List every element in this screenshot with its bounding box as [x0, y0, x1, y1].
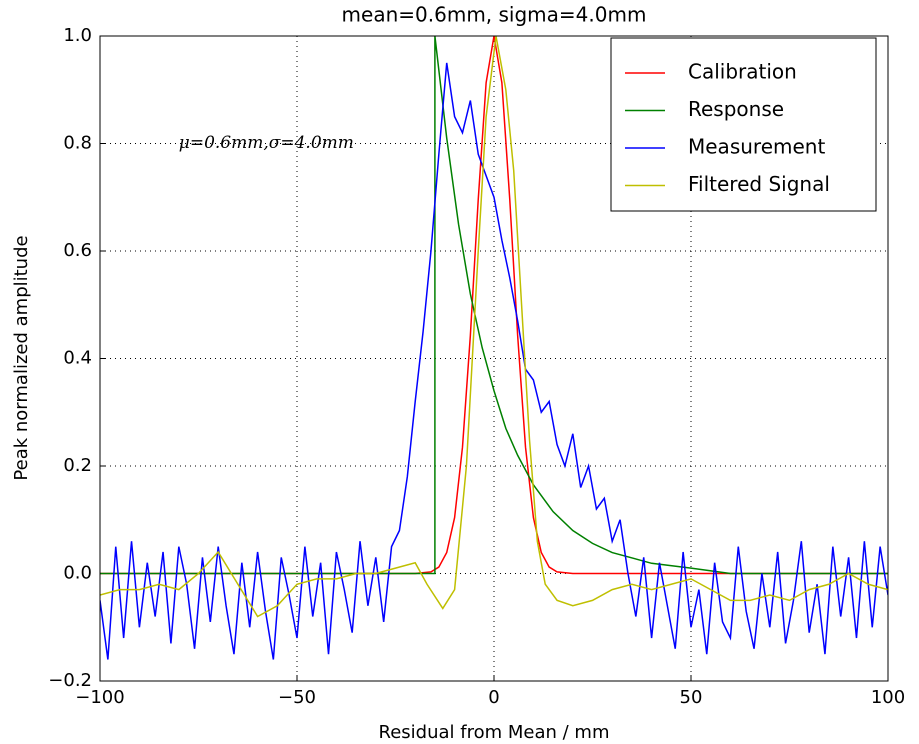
plot-frame	[99, 35, 889, 682]
plot-lines	[100, 36, 888, 660]
y-tick-label: −0.2	[48, 670, 92, 691]
series-line	[100, 36, 888, 618]
series-line	[100, 36, 888, 575]
annotation: μ=0.6mm,σ=4.0mm	[179, 133, 354, 153]
legend-label: Response	[688, 97, 784, 121]
chart-title: mean=0.6mm, sigma=4.0mm	[342, 3, 647, 27]
y-tick-label: 0.0	[63, 563, 92, 584]
legend: Calibration Response Measurement Filtered S…	[610, 37, 877, 212]
legend-label: Calibration	[688, 60, 797, 84]
y-tick-label: 1.0	[63, 25, 92, 46]
legend-label: Measurement	[688, 135, 825, 159]
y-tick-label: 0.6	[63, 240, 92, 261]
legend-label: Filtered Signal	[688, 172, 830, 196]
y-tick-label: 0.4	[63, 348, 92, 369]
y-tick-label: 0.8	[63, 133, 92, 154]
x-tick-label: 100	[871, 687, 905, 708]
x-tick-label: 50	[680, 687, 703, 708]
x-tick-label: −100	[75, 687, 124, 708]
legend-box	[610, 37, 877, 212]
x-axis-label: Residual from Mean / mm	[379, 722, 610, 743]
series-line	[100, 62, 888, 660]
series-line	[100, 36, 888, 575]
y-axis-label: Peak normalized amplitude	[11, 235, 32, 480]
y-tick-label: 0.2	[63, 455, 92, 476]
x-tick-label: −50	[278, 687, 316, 708]
x-tick-label: 0	[488, 687, 499, 708]
